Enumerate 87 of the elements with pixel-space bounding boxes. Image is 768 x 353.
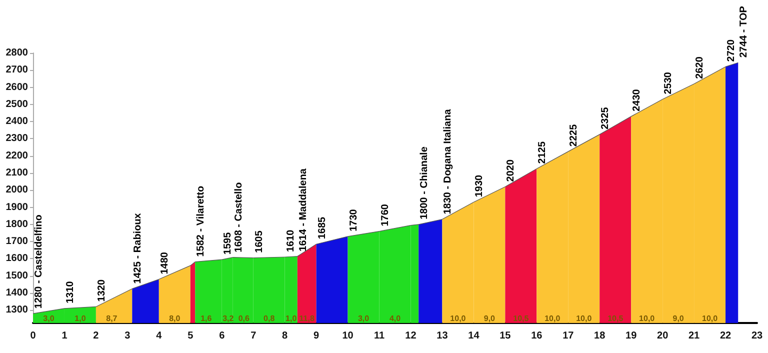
x-tick-label: 19 (626, 330, 638, 342)
x-tick-label: 2 (93, 330, 100, 342)
annotation: 10,5 (513, 314, 530, 324)
y-tick-label: 2500 (6, 98, 28, 110)
annotation: 1,0 (286, 314, 298, 324)
annotation: 2530 (663, 72, 674, 94)
annotation: 1930 (474, 174, 486, 198)
annotation: 1605 (254, 230, 265, 253)
y-tick-label: 2300 (6, 133, 28, 144)
y-tick-label: 1600 (6, 253, 28, 264)
annotation: 11,8 (299, 314, 315, 324)
annotation: 1610 (285, 229, 296, 252)
x-tick-label: 21 (688, 330, 700, 342)
x-tick-label: 1 (62, 330, 68, 342)
y-tick-label: 2800 (6, 48, 28, 58)
annotation: 10,0 (544, 314, 561, 324)
annotation: 1614 - Maddalena (298, 168, 309, 252)
y-tick-label: 1800 (6, 218, 28, 230)
annotation: 1310 (64, 280, 76, 304)
annotation: 1,6 (200, 314, 212, 324)
x-tick-label: 11 (374, 330, 385, 342)
y-tick-label: 1500 (6, 270, 28, 282)
y-tick-label: 2600 (6, 82, 28, 93)
annotation: 2720 (726, 39, 738, 62)
x-tick-label: 9 (314, 330, 320, 342)
annotation: 0,8 (264, 314, 276, 324)
annotation: 9,0 (484, 314, 496, 324)
annotation: 3,0 (358, 314, 370, 324)
annotation: 3,0 (43, 314, 55, 324)
annotation: 2620 (694, 56, 706, 79)
annotation: 1480 (159, 252, 170, 274)
annotation: 10,0 (702, 314, 718, 324)
annotation: 1608 - Castello (233, 182, 244, 252)
x-tick-label: 14 (468, 330, 480, 342)
annotation: 10,0 (639, 314, 656, 324)
annotation: 1830 - Dogana Italiana (442, 108, 454, 214)
x-tick-label: 4 (156, 330, 162, 342)
annotation: 2430 (632, 88, 643, 112)
annotation: 8,0 (169, 314, 181, 324)
annotation: 1,0 (74, 314, 86, 324)
y-tick-label: 2400 (6, 116, 28, 128)
x-tick-label: 8 (282, 330, 288, 342)
x-tick-label: 6 (219, 330, 226, 342)
x-tick-label: 18 (594, 330, 606, 342)
annotation: 1320 (96, 279, 108, 302)
annotation: 1595 (222, 232, 234, 255)
annotation: 2125 (537, 141, 548, 164)
y-tick-label: 2200 (6, 150, 28, 162)
y-tick-label: 1700 (6, 236, 28, 248)
annotation: 2020 (506, 159, 517, 182)
y-tick-label: 1300 (6, 304, 28, 316)
annotation: 4,0 (389, 314, 402, 324)
annotation: 10,0 (450, 314, 466, 324)
y-tick-label: 1900 (6, 202, 28, 213)
annotation: 1760 (380, 204, 391, 226)
x-tick-label: 10 (342, 330, 354, 342)
x-tick-label: 15 (500, 330, 512, 342)
annotation: 1425 - Rabioux (132, 212, 144, 284)
x-tick-label: 3 (124, 330, 131, 342)
x-tick-label: 23 (751, 330, 763, 342)
annotation: 2744 - TOP (738, 6, 750, 58)
annotation: 8,7 (106, 314, 118, 324)
y-tick-label: 1400 (6, 288, 28, 298)
y-tick-label: 2700 (6, 64, 28, 76)
x-tick-label: 12 (405, 330, 417, 342)
annotation: 9,0 (672, 314, 684, 324)
x-tick-label: 0 (30, 330, 36, 342)
x-tick-label: 16 (531, 330, 543, 342)
annotation: 3,2 (222, 314, 234, 324)
x-tick-label: 17 (562, 330, 574, 342)
annotation: 2225 (568, 124, 580, 147)
annotation: 0,6 (238, 314, 250, 324)
x-tick-label: 22 (720, 330, 732, 342)
x-tick-label: 5 (188, 330, 194, 342)
x-tick-label: 13 (436, 330, 448, 342)
annotation: 1730 (348, 208, 360, 232)
annotation: 10,0 (576, 314, 592, 324)
x-tick-label: 7 (250, 330, 257, 342)
annotation: 10,5 (608, 314, 624, 324)
x-tick-label: 20 (657, 330, 669, 342)
annotation: 1800 - Chianale (419, 146, 430, 220)
annotation: 1685 (316, 216, 328, 240)
annotation: 2325 (600, 106, 612, 130)
y-tick-label: 2000 (6, 184, 28, 196)
annotation: 1582 - Vilaretto (196, 186, 207, 257)
annotation: 1280 - Casteldelfino (34, 214, 44, 309)
y-tick-label: 2100 (6, 168, 28, 178)
